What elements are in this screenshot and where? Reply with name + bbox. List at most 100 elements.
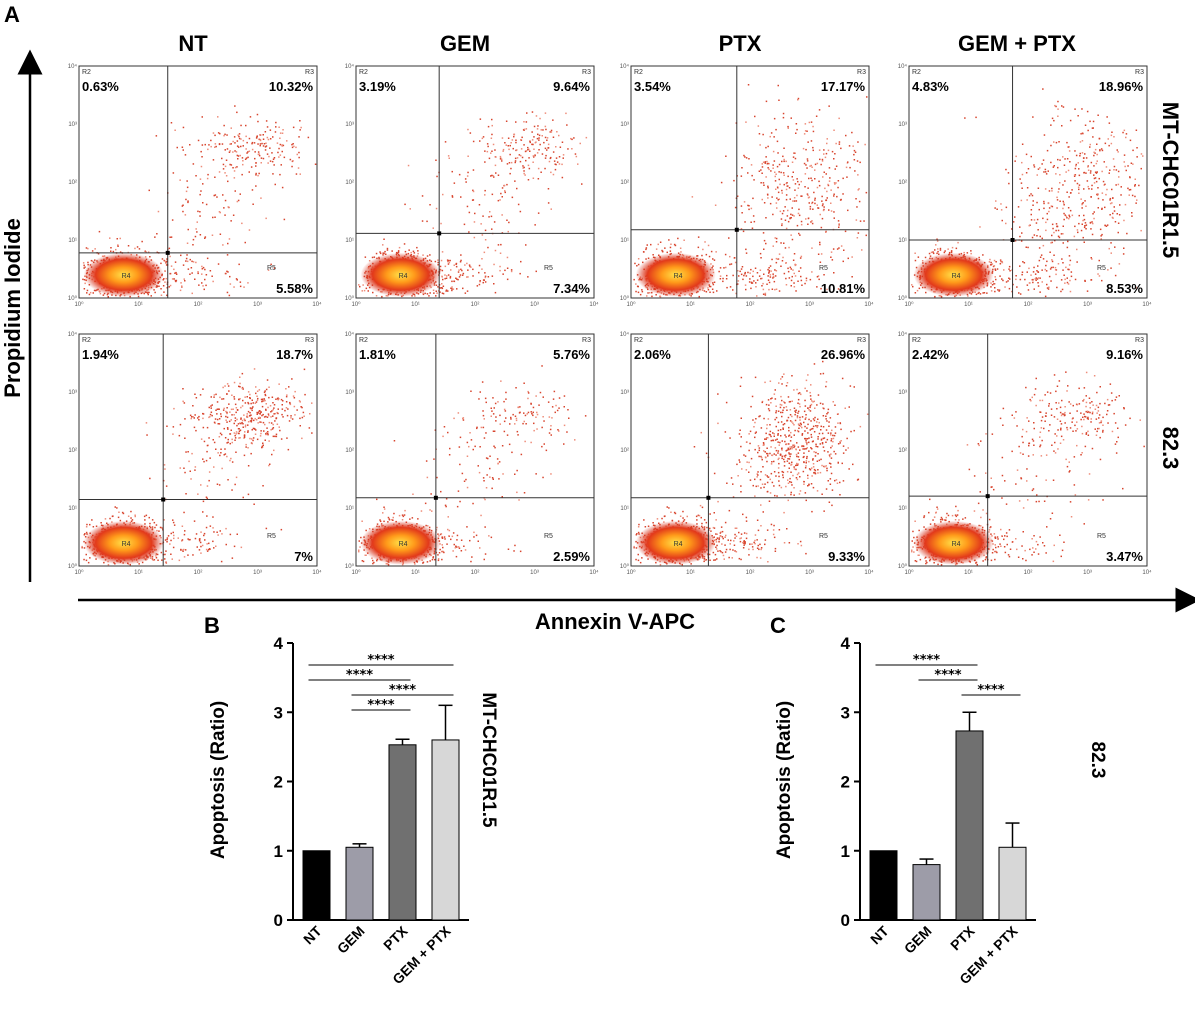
event-dot: [811, 201, 814, 204]
event-dot: [1091, 184, 1093, 187]
event-dot: [292, 143, 294, 145]
event-dot: [1142, 155, 1144, 157]
event-dot: [1109, 199, 1111, 201]
event-dot: [206, 177, 209, 180]
event-dot: [1116, 149, 1118, 151]
event-dot: [806, 193, 809, 195]
event-dot: [1025, 153, 1028, 156]
event-dot: [478, 264, 481, 267]
event-dot: [446, 275, 448, 277]
event-dot: [195, 261, 197, 264]
event-dot: [196, 231, 198, 233]
event-dot: [255, 185, 257, 187]
event-dot: [940, 295, 942, 297]
event-dot: [851, 256, 853, 258]
event-dot: [856, 206, 858, 208]
event-dot: [473, 236, 476, 239]
event-dot: [507, 230, 509, 233]
event-dot: [153, 559, 156, 561]
event-dot: [1032, 281, 1034, 284]
event-dot: [191, 260, 193, 263]
event-dot: [781, 212, 784, 215]
event-dot: [751, 227, 754, 229]
event-dot: [490, 175, 492, 177]
event-dot: [754, 267, 757, 269]
event-dot: [823, 206, 825, 208]
event-dot: [792, 269, 794, 271]
event-dot: [1096, 193, 1098, 196]
plot-frame: [78, 65, 318, 299]
event-dot: [799, 267, 802, 269]
event-dot: [771, 288, 774, 290]
event-dot: [1057, 235, 1060, 238]
event-dot: [1025, 172, 1028, 174]
event-dot: [1078, 214, 1080, 217]
event-dot: [299, 120, 301, 122]
event-dot: [763, 273, 765, 275]
event-dot: [633, 278, 635, 281]
event-dot: [302, 411, 305, 414]
event-dot: [541, 135, 543, 137]
event-dot: [459, 261, 462, 263]
event-dot: [230, 220, 232, 222]
event-dot: [257, 153, 260, 156]
event-dot: [1109, 169, 1111, 171]
event-dot: [838, 117, 840, 120]
event-dot: [192, 163, 195, 165]
event-dot: [1074, 278, 1077, 281]
event-dot: [762, 161, 765, 163]
event-dot: [555, 163, 557, 166]
event-dot: [853, 153, 855, 156]
event-dot: [269, 129, 272, 131]
event-dot: [767, 185, 769, 188]
event-dot: [767, 275, 769, 277]
event-dot: [1127, 187, 1129, 190]
event-dot: [175, 271, 177, 274]
event-dot: [227, 242, 229, 245]
event-dot: [441, 276, 443, 278]
event-dot: [292, 395, 295, 397]
event-dot: [1086, 180, 1089, 182]
event-dot: [747, 172, 749, 174]
event-dot: [1009, 278, 1011, 280]
event-dot: [754, 115, 756, 118]
event-dot: [1091, 233, 1094, 236]
event-dot: [223, 207, 225, 209]
event-dot: [281, 132, 284, 134]
event-dot: [1002, 279, 1004, 282]
event-dot: [1069, 161, 1071, 163]
event-dot: [1028, 267, 1030, 270]
event-dot: [1085, 228, 1087, 230]
x-tick-label: 10³: [805, 302, 814, 308]
event-dot: [414, 295, 416, 297]
event-dot: [938, 295, 941, 297]
event-dot: [460, 268, 462, 271]
event-dot: [1056, 207, 1058, 209]
event-dot: [129, 295, 131, 298]
event-dot: [502, 273, 504, 275]
event-dot: [989, 264, 992, 266]
event-dot: [457, 271, 460, 273]
event-dot: [201, 156, 203, 158]
event-dot: [219, 211, 221, 214]
event-dot: [94, 248, 96, 250]
event-dot: [769, 202, 772, 205]
event-dot: [737, 270, 739, 272]
event-dot: [195, 228, 197, 230]
y-tick-label: 10¹: [68, 238, 77, 244]
event-dot: [278, 156, 280, 158]
event-dot: [274, 183, 276, 186]
event-dot: [1087, 185, 1089, 188]
event-dot: [247, 447, 249, 449]
event-dot: [1024, 278, 1026, 281]
event-dot: [1037, 271, 1040, 273]
event-dot: [272, 158, 275, 160]
event-dot: [782, 116, 785, 119]
event-dot: [1082, 132, 1084, 135]
event-dot: [364, 256, 367, 258]
event-dot: [668, 239, 670, 241]
event-dot: [251, 141, 254, 144]
event-dot: [1101, 149, 1104, 152]
event-dot: [811, 179, 813, 182]
event-dot: [247, 156, 249, 159]
